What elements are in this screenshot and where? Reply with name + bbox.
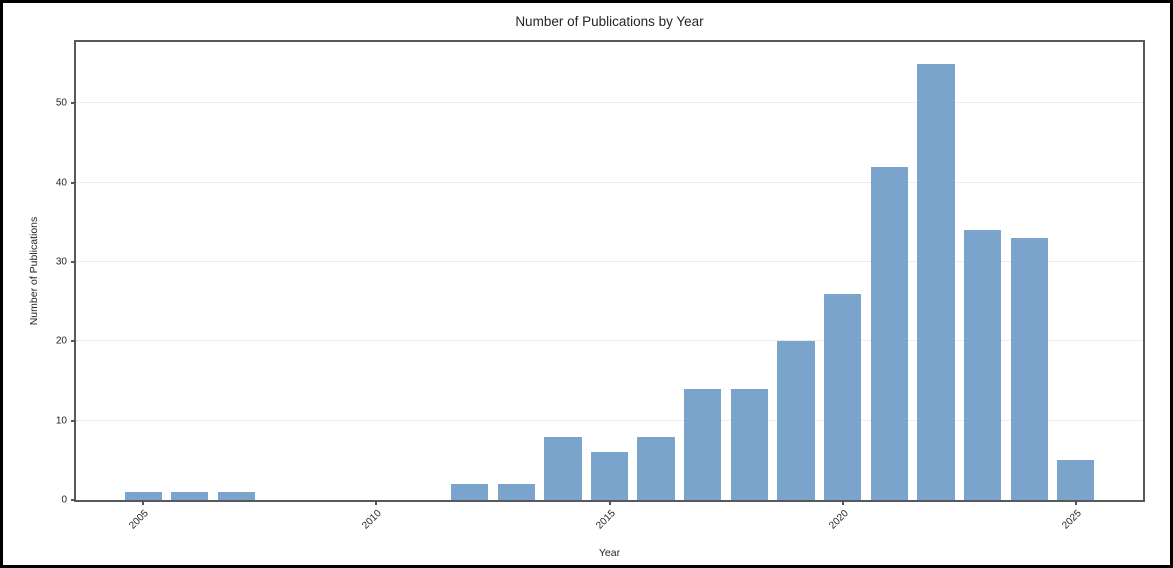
- bar-2006: [171, 492, 209, 500]
- x-tick-label-2010: 2010: [360, 508, 385, 532]
- x-tick-label-2025: 2025: [1060, 508, 1084, 532]
- y-axis-label: Number of Publications: [28, 216, 40, 326]
- x-tick-label-2015: 2015: [593, 508, 618, 532]
- bar-2022: [917, 63, 955, 500]
- y-tick-label-50: 50: [55, 97, 67, 109]
- y-tick-mark-50: [71, 102, 76, 105]
- gridline-y-50: [76, 102, 1143, 104]
- x-tick-mark-2015: [608, 500, 611, 505]
- plot-area: 0 10 20 30 40 50 2005 2010 2015 2020 2025: [56, 40, 1145, 532]
- y-tick-label-20: 20: [55, 335, 67, 347]
- y-tick-mark-20: [71, 340, 76, 343]
- y-tick-mark-0: [71, 499, 76, 501]
- y-tick-mark-40: [71, 181, 76, 184]
- gridline-y-10: [76, 419, 1143, 421]
- bar-2013: [497, 484, 535, 500]
- bar-2024: [1010, 238, 1048, 500]
- bar-2018: [730, 388, 769, 500]
- bar-2016: [637, 436, 675, 500]
- bar-2007: [217, 492, 256, 500]
- x-axis-label: Year: [598, 547, 621, 559]
- plot-inner: [76, 42, 1143, 500]
- x-tick-label-2020: 2020: [826, 508, 851, 532]
- y-tick-mark-30: [71, 261, 76, 264]
- bar-2014: [544, 436, 582, 500]
- x-tick-mark-2005: [142, 500, 145, 505]
- bar-2005: [124, 492, 162, 500]
- gridline-y-20: [76, 340, 1143, 342]
- bar-2021: [870, 166, 908, 500]
- bar-2020: [824, 293, 862, 500]
- bar-2023: [963, 230, 1002, 500]
- bar-2015: [590, 452, 629, 500]
- y-tick-label-40: 40: [55, 177, 67, 189]
- x-tick-mark-2020: [841, 500, 844, 505]
- bar-2019: [777, 341, 815, 500]
- y-tick-label-0: 0: [61, 494, 67, 506]
- y-tick-mark-10: [71, 419, 76, 422]
- gridline-y-40: [76, 181, 1143, 183]
- chart-title: Number of Publications by Year: [515, 14, 704, 29]
- bar-2012: [450, 484, 489, 500]
- x-tick-mark-2010: [375, 500, 378, 505]
- y-tick-label-30: 30: [55, 256, 67, 268]
- y-tick-label-10: 10: [55, 415, 67, 427]
- bar-2025: [1057, 460, 1095, 500]
- x-tick-mark-2025: [1074, 500, 1077, 505]
- bar-2017: [684, 388, 722, 500]
- gridline-y-30: [76, 261, 1143, 263]
- x-tick-label-2005: 2005: [127, 508, 151, 532]
